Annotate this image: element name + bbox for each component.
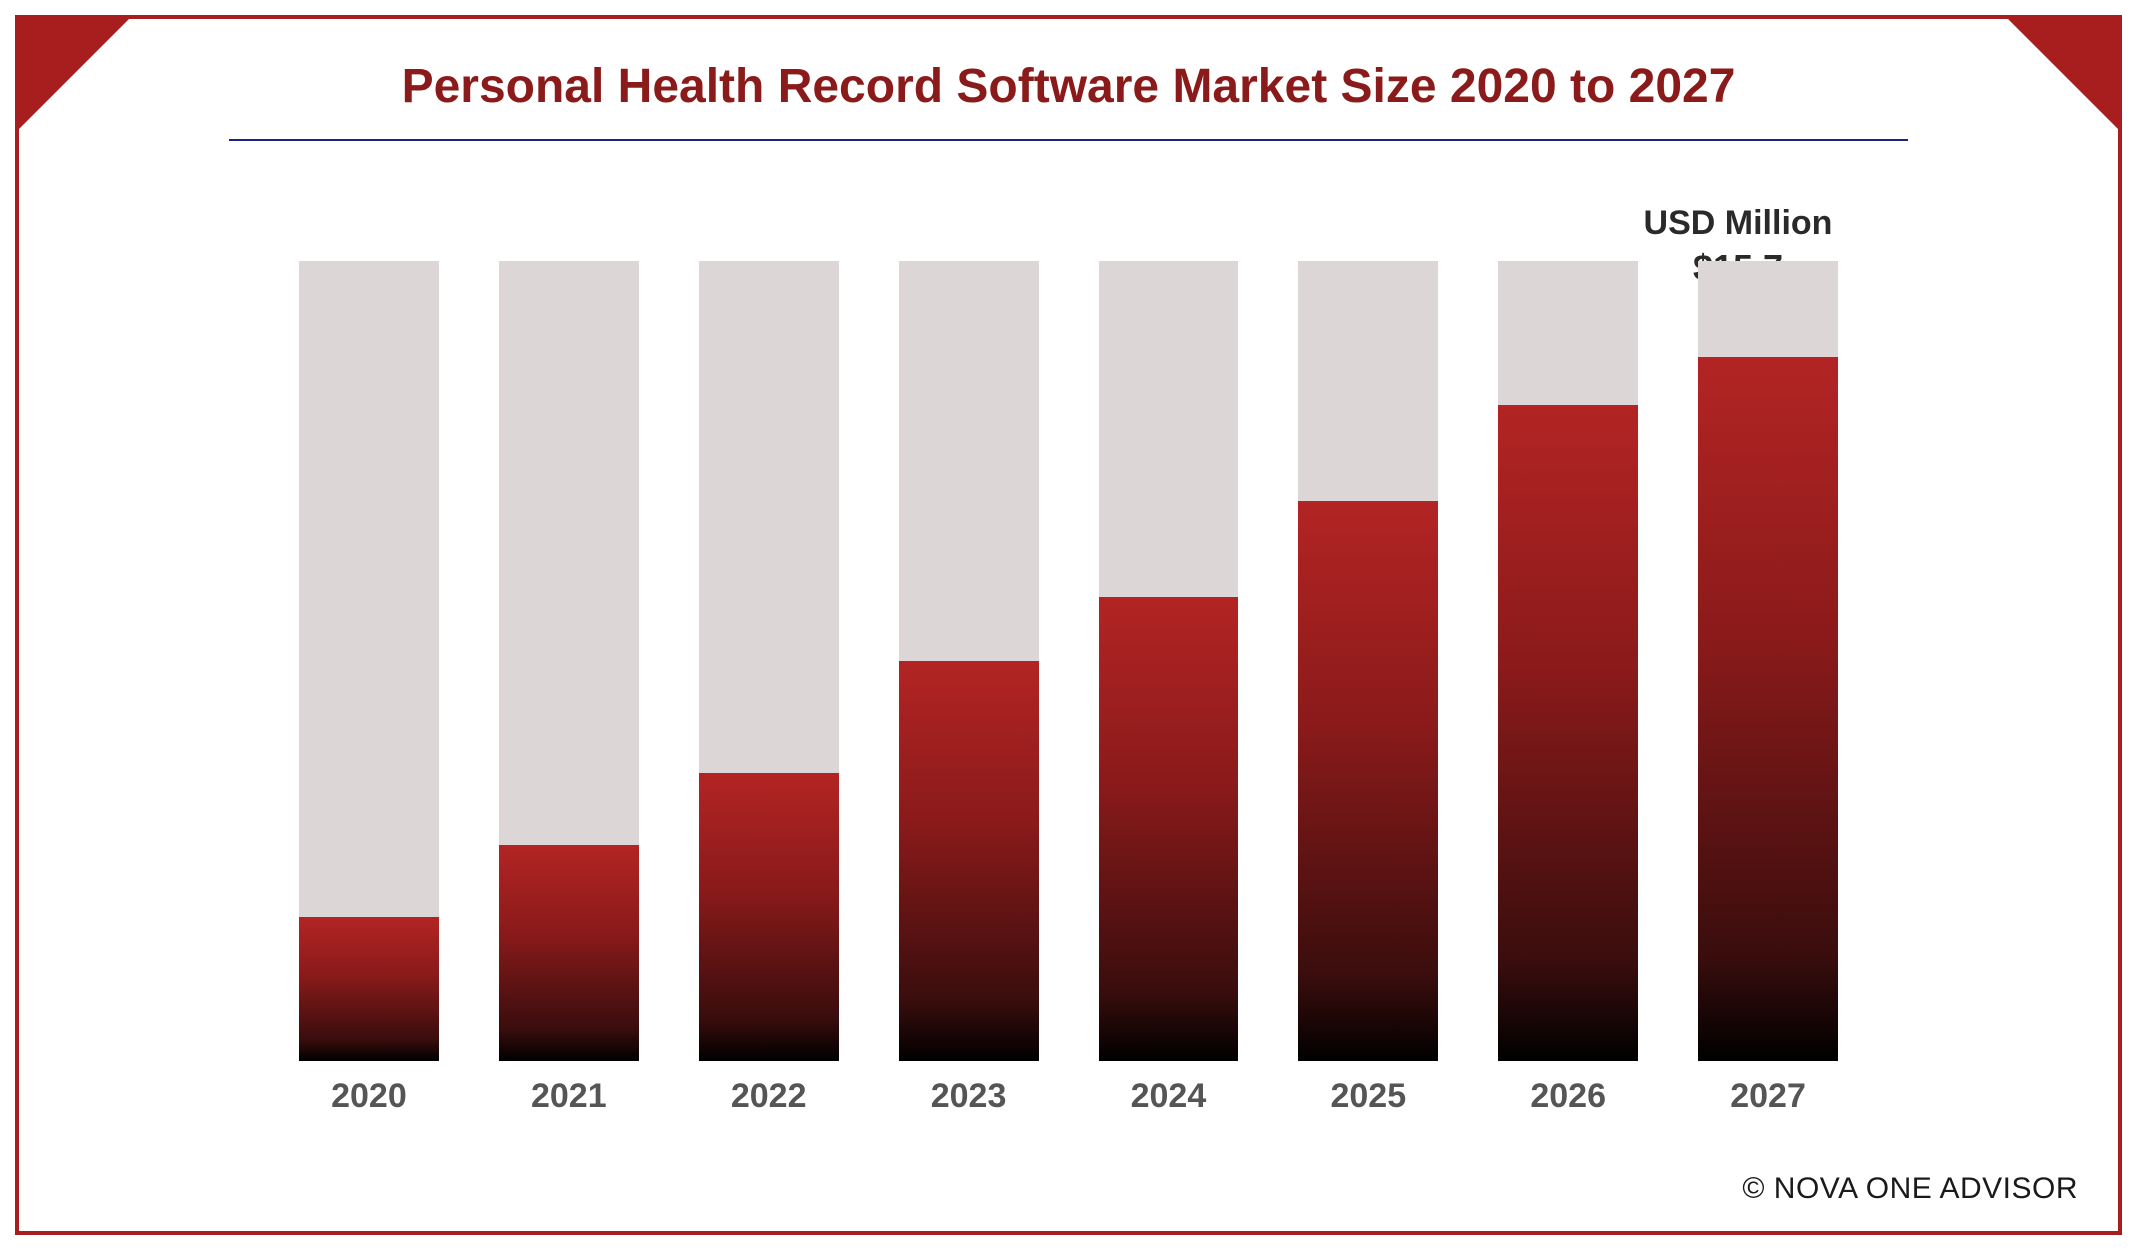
- bar-2027: 2027: [1698, 261, 1838, 1061]
- bar-bg: [1099, 261, 1239, 1061]
- bar-2024: 2024: [1099, 261, 1239, 1061]
- bar-fill: [1698, 357, 1838, 1061]
- bar-bg: [899, 261, 1039, 1061]
- bar-fill: [1498, 405, 1638, 1061]
- bar-category-label: 2024: [1099, 1077, 1239, 1116]
- bar-fill: [699, 773, 839, 1061]
- copyright-label: © NOVA ONE ADVISOR: [1742, 1172, 2078, 1206]
- bar-2023: 2023: [899, 261, 1039, 1061]
- chart-frame: Personal Health Record Software Market S…: [15, 15, 2122, 1235]
- chart-area: 20202021202220232024202520262027: [299, 299, 1838, 1061]
- bar-category-label: 2026: [1498, 1077, 1638, 1116]
- bar-fill: [299, 917, 439, 1061]
- bar-bg: [499, 261, 639, 1061]
- bar-2022: 2022: [699, 261, 839, 1061]
- bar-fill: [899, 661, 1039, 1061]
- bar-category-label: 2022: [699, 1077, 839, 1116]
- bar-category-label: 2020: [299, 1077, 439, 1116]
- bar-fill: [1099, 597, 1239, 1061]
- bar-bg: [299, 261, 439, 1061]
- bar-2025: 2025: [1298, 261, 1438, 1061]
- unit-label: USD Million: [1608, 204, 1868, 243]
- chart-title: Personal Health Record Software Market S…: [19, 59, 2118, 114]
- bar-category-label: 2025: [1298, 1077, 1438, 1116]
- bar-bg: [1698, 261, 1838, 1061]
- bar-bg: [1298, 261, 1438, 1061]
- bar-bg: [699, 261, 839, 1061]
- bar-category-label: 2021: [499, 1077, 639, 1116]
- bar-fill: [1298, 501, 1438, 1061]
- bar-2021: 2021: [499, 261, 639, 1061]
- bar-fill: [499, 845, 639, 1061]
- bar-2020: 2020: [299, 261, 439, 1061]
- bar-2026: 2026: [1498, 261, 1638, 1061]
- bar-category-label: 2027: [1698, 1077, 1838, 1116]
- bar-category-label: 2023: [899, 1077, 1039, 1116]
- bar-bg: [1498, 261, 1638, 1061]
- title-underline: [229, 139, 1908, 141]
